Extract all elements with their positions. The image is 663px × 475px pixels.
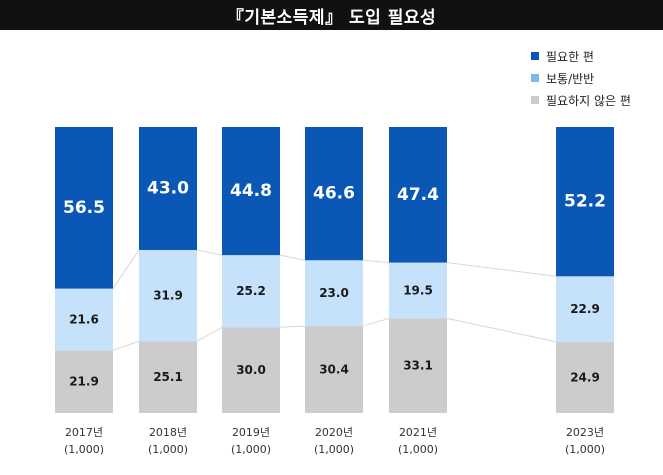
sample-size-label: (1,000) [565, 443, 605, 456]
data-label-neutral: 21.6 [69, 312, 99, 326]
bar-group: 30.4 23.0 46.6 2020년 (1,000) [305, 127, 363, 456]
bar-group: 21.9 21.6 56.5 2017년 (1,000) [55, 127, 113, 456]
legend-label-not-needed: 필요하지 않은 편 [546, 93, 631, 108]
legend-item-neutral: 보통/반반 [531, 68, 631, 88]
bar-segment-neutral [55, 288, 113, 351]
data-label-not-needed: 21.9 [69, 375, 99, 389]
data-label-not-needed: 24.9 [570, 370, 600, 384]
bar-group: 25.1 31.9 43.0 2018년 (1,000) [139, 127, 197, 456]
bar-group: 30.0 25.2 44.8 2019년 (1,000) [222, 127, 280, 456]
bar-group: 33.1 19.5 47.4 2021년 (1,000) [389, 127, 447, 456]
bar-segment-needed [305, 127, 363, 261]
data-label-not-needed: 25.1 [153, 370, 183, 384]
x-tick-label: 2020년 [315, 426, 353, 439]
x-tick-label: 2023년 [566, 426, 604, 439]
legend-swatch-needed [531, 52, 539, 60]
x-tick-label: 2019년 [232, 426, 270, 439]
bar-segment-not-needed [556, 341, 614, 413]
x-tick-label: 2021년 [399, 426, 437, 439]
connector-line [112, 249, 140, 289]
legend-item-not-needed: 필요하지 않은 편 [531, 90, 631, 110]
connector-line [362, 317, 390, 327]
x-tick-label: 2018년 [149, 426, 187, 439]
chart-title: 『기본소득제』 도입 필요성 [226, 7, 437, 28]
bar-segment-needed [55, 127, 113, 289]
connector-line [362, 259, 390, 264]
data-label-neutral: 19.5 [403, 283, 433, 297]
bar-segment-neutral [556, 276, 614, 342]
data-label-neutral: 23.0 [319, 286, 349, 300]
bar-segment-not-needed [222, 327, 280, 413]
sample-size-label: (1,000) [314, 443, 354, 456]
sample-size-label: (1,000) [231, 443, 271, 456]
bar-segment-not-needed [55, 350, 113, 413]
data-label-not-needed: 30.0 [236, 363, 266, 377]
data-label-needed: 46.6 [313, 184, 355, 204]
data-label-needed: 47.4 [397, 185, 439, 205]
bar-segment-not-needed [389, 318, 447, 413]
connector-lines [112, 249, 557, 351]
data-label-needed: 44.8 [230, 181, 272, 201]
data-label-needed: 43.0 [147, 178, 189, 198]
connector-line [279, 325, 306, 328]
sample-size-label: (1,000) [398, 443, 438, 456]
bar-segment-neutral [305, 260, 363, 327]
legend: 필요한 편 보통/반반 필요하지 않은 편 [531, 46, 631, 112]
bar-segment-neutral [389, 262, 447, 319]
bar-segment-needed [556, 127, 614, 277]
data-label-neutral: 25.2 [236, 284, 266, 298]
bar-segment-needed [389, 127, 447, 263]
data-label-not-needed: 33.1 [403, 359, 433, 373]
x-tick-label: 2017년 [65, 426, 103, 439]
connector-line [112, 340, 140, 351]
bar-group: 24.9 22.9 52.2 2023년 (1,000) [556, 127, 614, 456]
data-label-neutral: 22.9 [570, 302, 600, 316]
sample-size-label: (1,000) [64, 443, 104, 456]
connector-line [279, 254, 306, 261]
bar-segment-needed [222, 127, 280, 256]
legend-swatch-not-needed [531, 96, 539, 104]
data-label-needed: 56.5 [63, 198, 105, 218]
bar-segment-neutral [222, 255, 280, 328]
bar-segment-needed [139, 127, 197, 250]
legend-item-needed: 필요한 편 [531, 46, 631, 66]
bar-segment-not-needed [139, 341, 197, 413]
data-label-neutral: 31.9 [153, 289, 183, 303]
bar-segment-neutral [139, 249, 197, 342]
connector-line [196, 249, 223, 256]
connector-line [196, 326, 223, 342]
data-label-not-needed: 30.4 [319, 363, 349, 377]
legend-swatch-neutral [531, 74, 539, 82]
data-label-needed: 52.2 [564, 192, 606, 212]
legend-label-needed: 필요한 편 [546, 49, 594, 64]
connector-line [446, 262, 557, 277]
connector-line [446, 317, 557, 343]
sample-size-label: (1,000) [148, 443, 188, 456]
bar-segment-not-needed [305, 326, 363, 413]
title-bar: 『기본소득제』 도입 필요성 [0, 0, 663, 30]
legend-label-neutral: 보통/반반 [546, 71, 595, 86]
